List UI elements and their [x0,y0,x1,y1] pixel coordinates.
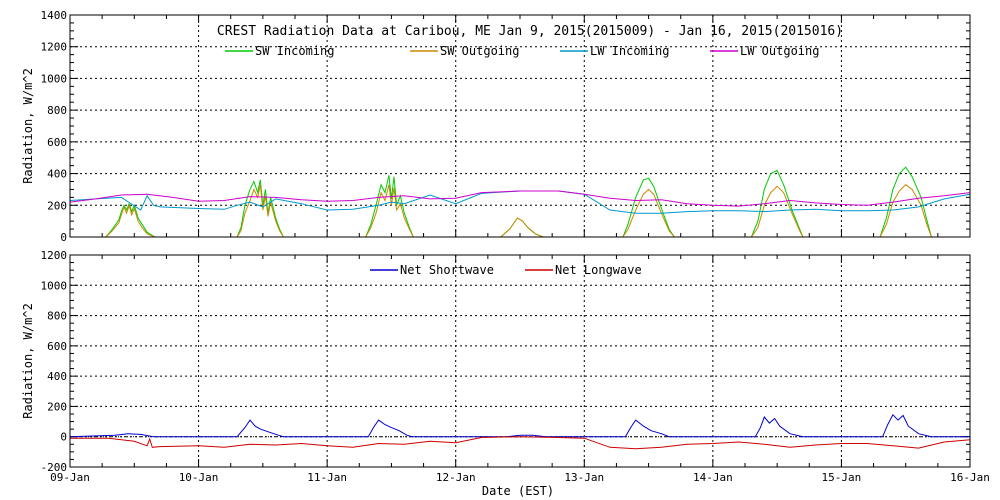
y-tick-label: 200 [47,400,67,413]
series-line-lw-outgoing [69,190,971,207]
x-tick-label: 15-Jan [822,471,862,484]
legend-label: LW Outgoing [740,44,819,58]
y-tick-label: 1000 [41,72,68,85]
x-tick-label: 11-Jan [307,471,347,484]
x-axis-label: Date (EST) [482,484,554,498]
y-tick-label: 600 [47,136,67,149]
y-tick-label: 400 [47,168,67,181]
y-axis-label: Radiation, W/m^2 [21,68,35,184]
series-line-sw-outgoing [70,184,970,238]
y-tick-label: 0 [60,431,67,444]
plot-frame [69,14,971,238]
y-tick-label: 400 [47,370,67,383]
series-line-net-longwave [70,436,971,450]
y-axis-label: Radiation, W/m^2 [21,303,35,419]
series-line-sw-incoming [70,166,970,238]
legend-label: Net Longwave [555,263,642,277]
plot-frame [69,254,971,468]
legend-label: SW Incoming [255,44,334,58]
series-line-lw-incoming [69,190,971,214]
y-tick-label: 1400 [41,9,68,22]
legend-label: SW Outgoing [440,44,519,58]
x-tick-label: 10-Jan [179,471,219,484]
y-tick-label: 1200 [41,249,68,262]
legend-label: LW Incoming [590,44,669,58]
y-tick-label: 200 [47,199,67,212]
y-tick-label: 0 [60,231,67,244]
series-line-net-shortwave [69,413,970,438]
x-tick-label: 14-Jan [693,471,733,484]
x-tick-label: 16-Jan [950,471,990,484]
y-tick-label: 1200 [41,41,68,54]
y-tick-label: 800 [47,104,67,117]
x-tick-label: 13-Jan [564,471,604,484]
legend-label: Net Shortwave [400,263,494,277]
bottom-panel: 09-Jan 10-Jan 11-Jan 12-Jan 13-Jan 14-Jan 15-J… [21,249,990,484]
y-tick-label: 800 [47,310,67,323]
y-tick-label: 600 [47,340,67,353]
y-tick-label: -200 [41,461,68,474]
y-tick-label: 1000 [41,279,68,292]
x-tick-label: 09-Jan [50,471,90,484]
x-tick-label: 12-Jan [436,471,476,484]
top-panel: 0 200 400 600 800 1000 1200 1400 Radiation, W/m^… [21,9,971,244]
chart-title: CREST Radiation Data at Caribou, ME Jan … [217,24,843,39]
